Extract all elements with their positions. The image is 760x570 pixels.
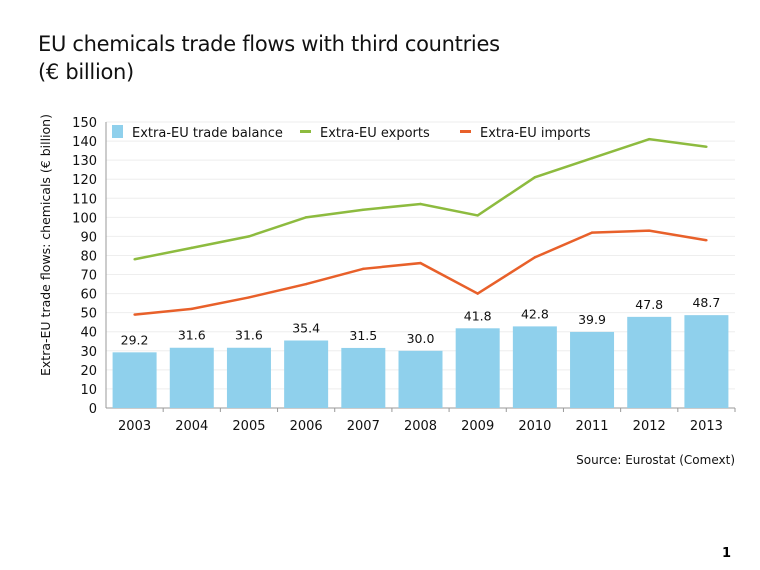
bar-data-label: 39.9 <box>578 312 606 327</box>
title-line-1: EU chemicals trade flows with third coun… <box>38 32 500 56</box>
y-tick-label: 100 <box>72 211 97 226</box>
y-tick-label: 60 <box>80 288 97 303</box>
line-point <box>648 137 651 141</box>
line-point <box>304 216 308 219</box>
title-line-2: (€ billion) <box>38 60 134 84</box>
x-tick-label: 2012 <box>633 419 666 434</box>
y-tick-label: 40 <box>80 326 97 341</box>
bar-data-label: 29.2 <box>121 332 149 347</box>
line-point <box>705 145 708 148</box>
y-axis-label: Extra-EU trade flows: chemicals (€ billi… <box>38 114 53 376</box>
chart-title: EU chemicals trade flows with third coun… <box>38 30 500 86</box>
bar <box>284 340 329 408</box>
bar <box>570 331 615 408</box>
bar-data-label: 47.8 <box>635 297 663 312</box>
y-tick-label: 120 <box>72 173 97 188</box>
legend-label: Extra-EU trade balance <box>132 126 283 141</box>
x-tick-label: 2013 <box>690 419 723 434</box>
line-point <box>247 235 251 238</box>
line-point <box>419 261 422 265</box>
y-tick-label: 140 <box>72 135 97 150</box>
source-note: Source: Eurostat (Comext) <box>576 453 735 467</box>
line-point <box>304 282 308 286</box>
bar-data-label: 48.7 <box>692 295 720 310</box>
y-tick-label: 10 <box>80 383 97 398</box>
y-tick-label: 80 <box>80 249 97 264</box>
y-tick-label: 0 <box>89 402 97 417</box>
line-point <box>190 307 193 311</box>
bar-data-label: 30.0 <box>407 331 435 346</box>
bar <box>684 315 729 408</box>
bar <box>398 350 443 408</box>
x-tick-label: 2003 <box>118 419 151 434</box>
bar-data-label: 42.8 <box>521 306 549 321</box>
line-point <box>476 292 479 295</box>
legend-swatch <box>300 130 311 133</box>
bar <box>341 347 386 408</box>
legend-swatch <box>460 130 471 133</box>
line-point <box>362 267 365 271</box>
bar-data-label: 41.8 <box>464 308 492 323</box>
bar-data-label: 31.6 <box>235 328 263 343</box>
x-tick-label: 2005 <box>232 419 265 434</box>
page-number: 1 <box>722 546 732 561</box>
x-tick-label: 2009 <box>461 419 494 434</box>
line-point <box>247 296 251 299</box>
y-tick-label: 20 <box>80 364 97 379</box>
x-tick-label: 2008 <box>404 419 437 434</box>
x-tick-label: 2007 <box>347 419 380 434</box>
x-tick-label: 2011 <box>575 419 608 434</box>
y-tick-label: 150 <box>72 116 97 131</box>
line-point <box>590 157 594 160</box>
legend-label: Extra-EU imports <box>480 126 591 141</box>
line-extra-eu-exports <box>134 137 707 261</box>
y-tick-label: 30 <box>80 345 97 360</box>
line-point <box>133 313 136 316</box>
bar-data-label: 31.5 <box>349 328 377 343</box>
x-tick-label: 2006 <box>290 419 323 434</box>
line-point <box>590 231 594 234</box>
line-point <box>705 239 708 242</box>
y-tick-label: 70 <box>80 269 97 284</box>
bar <box>112 352 157 408</box>
line-point <box>648 229 651 232</box>
line-point <box>190 246 193 250</box>
x-tick-label: 2004 <box>175 419 208 434</box>
y-tick-label: 90 <box>80 230 97 245</box>
bar <box>627 316 672 408</box>
line-point <box>476 214 479 217</box>
bar-data-label: 31.6 <box>178 328 206 343</box>
bar <box>512 326 557 408</box>
line-point <box>419 202 422 206</box>
x-tick-label: 2010 <box>518 419 551 434</box>
legend-label: Extra-EU exports <box>320 126 430 141</box>
y-tick-label: 50 <box>80 307 97 322</box>
bar <box>226 347 271 408</box>
bar <box>169 347 214 408</box>
line-point <box>533 256 537 259</box>
line-point <box>362 208 365 211</box>
legend-swatch <box>112 125 123 138</box>
bar-data-label: 35.4 <box>292 321 320 336</box>
y-tick-label: 110 <box>72 192 97 207</box>
line-point <box>533 176 537 179</box>
y-tick-label: 130 <box>72 154 97 169</box>
bar <box>455 328 500 408</box>
line-point <box>133 258 136 261</box>
